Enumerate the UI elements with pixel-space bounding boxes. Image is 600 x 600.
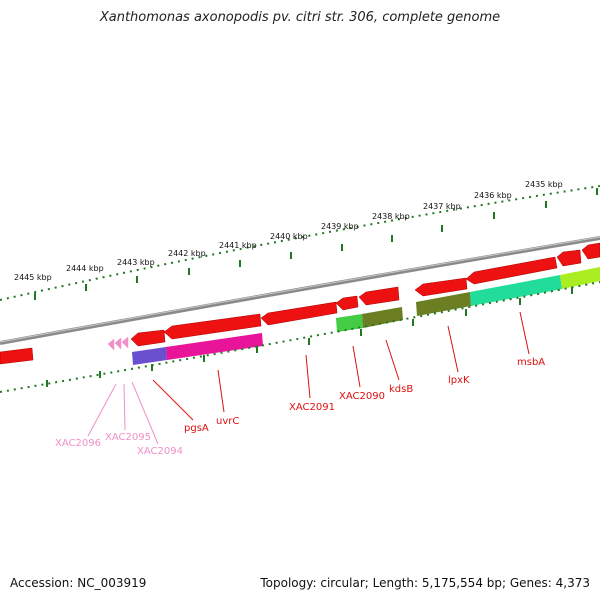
kbp-label-2441: 2441 kbp [219,241,257,250]
outer-major-ticks [34,188,598,300]
leader-xac2094 [131,381,159,445]
feature-bar-lime[interactable] [560,267,600,289]
gene-arrow-kdsB[interactable] [358,286,400,306]
gene-arrow-next-2[interactable] [581,242,600,260]
accession-text: Accession: NC_003919 [10,576,147,590]
feature-bar-magenta[interactable] [166,333,263,360]
gene-arrow-next-1[interactable] [556,249,582,267]
leader-uvrC [217,369,225,413]
kbp-label-2442: 2442 kbp [168,249,206,258]
gene-arrow-lpxK[interactable] [414,277,468,297]
label-xac2094[interactable]: XAC2094 [137,446,183,457]
gene-arrow-xac2096[interactable] [107,338,115,351]
leader-lpxK [447,325,459,373]
gene-arrow-pgsA[interactable] [130,329,166,347]
feature-bar-green[interactable] [336,314,363,332]
gene-arrow-xac2094[interactable] [121,336,129,349]
map-title: Xanthomonas axonopodis pv. citri str. 30… [99,10,501,25]
genome-backbone [0,236,600,345]
gene-arrow-xac2095[interactable] [114,337,122,350]
feature-bar-olive-2[interactable] [416,292,471,316]
gene-arrow-XAC2090[interactable] [335,295,359,311]
kbp-label-2443: 2443 kbp [117,258,155,267]
label-uvrC[interactable]: uvrC [216,416,239,427]
feature-ring [132,267,600,365]
kbp-label-2445: 2445 kbp [14,273,52,282]
gene-arrow-msbA[interactable] [465,256,558,285]
leader-pgsA [152,379,194,421]
kbp-label-2438: 2438 kbp [372,212,410,221]
feature-bar-olive-1[interactable] [362,307,403,328]
label-pgsA[interactable]: pgsA [184,423,209,434]
label-XAC2090[interactable]: XAC2090 [339,391,385,402]
outer-scale-arc [0,185,600,301]
inner-major-ticks [46,287,573,387]
leader-XAC2091 [305,354,311,399]
kbp-label-2439: 2439 kbp [321,222,359,231]
kbp-label-2440: 2440 kbp [270,232,308,241]
kbp-label-2435: 2435 kbp [525,180,563,189]
label-xac2096[interactable]: XAC2096 [55,438,101,449]
leader-msbA [519,311,530,355]
feature-bar-teal[interactable] [470,275,562,306]
gene-arrow-far-left[interactable] [0,347,34,365]
label-msbA[interactable]: msbA [517,357,545,368]
label-XAC2091[interactable]: XAC2091 [289,402,335,413]
kbp-label-2436: 2436 kbp [474,191,512,200]
leader-xac2096 [87,383,117,437]
genome-summary-text: Topology: circular; Length: 5,175,554 bp… [260,576,590,590]
label-xac2095[interactable]: XAC2095 [105,432,151,443]
feature-bar-purple[interactable] [132,347,167,365]
leader-xac2095 [123,383,126,431]
kbp-label-2444: 2444 kbp [66,264,104,273]
leader-XAC2090 [352,345,361,388]
reverse-strand-genes [0,242,600,365]
leader-kdsB [385,339,400,381]
genome-backbone-highlight [0,236,600,343]
label-leader-lines [87,311,530,445]
gene-arrow-XAC2091[interactable] [260,301,338,326]
label-lpxK[interactable]: lpxK [448,375,470,386]
inner-scale-arc [0,281,600,393]
kbp-label-2437: 2437 kbp [423,202,461,211]
label-kdsB[interactable]: kdsB [389,384,413,395]
gene-arrow-uvrC[interactable] [163,313,262,340]
